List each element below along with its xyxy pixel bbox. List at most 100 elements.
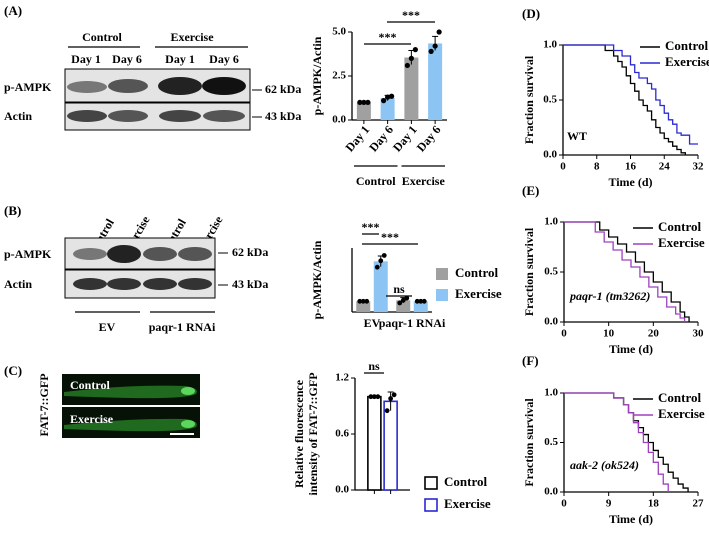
bar: [380, 98, 395, 120]
data-point: [368, 394, 374, 400]
band: [67, 81, 107, 93]
data-point: [357, 99, 363, 105]
group-label: Exercise: [402, 174, 446, 188]
y-axis-label: p-AMPK/Actin: [310, 240, 324, 319]
y-tick-label: 0.0: [332, 114, 346, 126]
x-tick-label: 32: [693, 161, 705, 173]
data-point: [408, 55, 414, 62]
legend-swatch: [424, 498, 438, 512]
data-point: [404, 62, 410, 69]
blot-b: Control Exercise Control Exercise p-AMPK…: [4, 213, 268, 334]
data-point: [400, 297, 406, 303]
group-label: Control: [356, 174, 396, 188]
band: [108, 110, 148, 122]
data-point: [378, 258, 384, 264]
data-point: [389, 93, 395, 99]
data-point: [397, 300, 403, 306]
x-axis-label: Time (d): [609, 342, 653, 356]
y-tick-label: 2.5: [332, 70, 346, 82]
data-point: [421, 298, 427, 304]
y-tick-label: 0.0: [335, 484, 349, 496]
significance-label: ***: [381, 230, 399, 244]
image-label: Exercise: [70, 412, 114, 426]
x-tick-label: Day 1: [342, 123, 372, 155]
x-tick-label: 24: [659, 161, 671, 173]
y-tick-label: 1.0: [544, 387, 558, 399]
data-point: [436, 29, 442, 35]
y-tick-label: 0.0: [544, 486, 558, 498]
data-point: [384, 408, 390, 414]
worm: [64, 418, 197, 432]
worm: [64, 385, 197, 399]
legend-label: Exercise: [665, 54, 709, 69]
y-tick-label: 0.5: [544, 266, 558, 278]
x-tick-label: 10: [603, 328, 615, 340]
band: [159, 110, 201, 122]
survival-curve: [564, 392, 669, 492]
legend-label: Control: [455, 265, 498, 280]
bar: [356, 102, 371, 120]
legend-label: Control: [658, 390, 701, 405]
data-point: [357, 298, 363, 304]
survival-curve: [563, 44, 686, 155]
x-tick-label: 8: [594, 161, 600, 173]
panel-label: (E): [522, 183, 539, 198]
x-axis-label: Time (d): [608, 175, 652, 189]
row-label: p-AMPK: [4, 247, 52, 261]
band: [203, 110, 245, 122]
x-tick-label: 0: [561, 328, 567, 340]
y-tick-label: 5.0: [332, 26, 346, 38]
panel-label: (F): [522, 353, 539, 368]
panel-label: (C): [4, 363, 22, 378]
image-label: Control: [70, 378, 110, 392]
significance-label: ***: [362, 220, 380, 234]
y-axis-label: Fraction survival: [522, 55, 536, 144]
annotation: WT: [567, 129, 587, 143]
x-tick-label: paqr-1 RNAi: [379, 316, 446, 330]
lane-label: Day 1: [165, 52, 195, 66]
worm-head: [181, 420, 195, 428]
band: [158, 77, 202, 95]
y-axis-label: Fraction survival: [522, 227, 536, 316]
size-label: 43 kDa: [265, 109, 301, 123]
survival-curve: [563, 44, 698, 145]
bar: [396, 300, 411, 312]
band: [143, 247, 177, 261]
bar: [356, 301, 371, 312]
y-axis-label: Relative fluorescence: [292, 379, 306, 488]
data-point: [412, 47, 418, 53]
y-tick-label: 1.0: [544, 216, 558, 228]
size-label: 62 kDa: [265, 82, 301, 96]
group-label: EV: [99, 320, 116, 334]
y-tick-label: 0.6: [335, 428, 349, 440]
x-tick-label: 27: [693, 498, 705, 510]
y-axis-label: Fraction survival: [522, 398, 536, 487]
data-point: [418, 298, 424, 304]
legend-swatch: [436, 268, 448, 280]
band: [73, 278, 107, 290]
x-tick-label: 20: [648, 328, 660, 340]
legend-label: Exercise: [444, 496, 491, 511]
legend-swatch: [424, 476, 438, 490]
band: [143, 278, 177, 290]
data-point: [381, 98, 387, 104]
significance-label: ***: [379, 30, 397, 44]
y-tick-label: 0.0: [543, 149, 557, 161]
survival-curve: [564, 221, 690, 322]
x-tick-label: Day 1: [390, 123, 420, 155]
group-label: Control: [82, 30, 122, 44]
lane-label: Day 1: [71, 52, 101, 66]
panel-label: (D): [522, 6, 540, 21]
significance-label: ns: [393, 282, 405, 296]
x-tick-label: 18: [648, 498, 660, 510]
size-label: 43 kDa: [232, 277, 268, 291]
data-point: [391, 392, 397, 398]
row-label: p-AMPK: [4, 80, 52, 94]
band: [107, 278, 141, 290]
bar: [367, 395, 382, 491]
y-tick-label: 1.2: [335, 372, 349, 384]
bar: [373, 261, 388, 312]
legend-label: Exercise: [455, 286, 502, 301]
data-point: [432, 43, 438, 49]
